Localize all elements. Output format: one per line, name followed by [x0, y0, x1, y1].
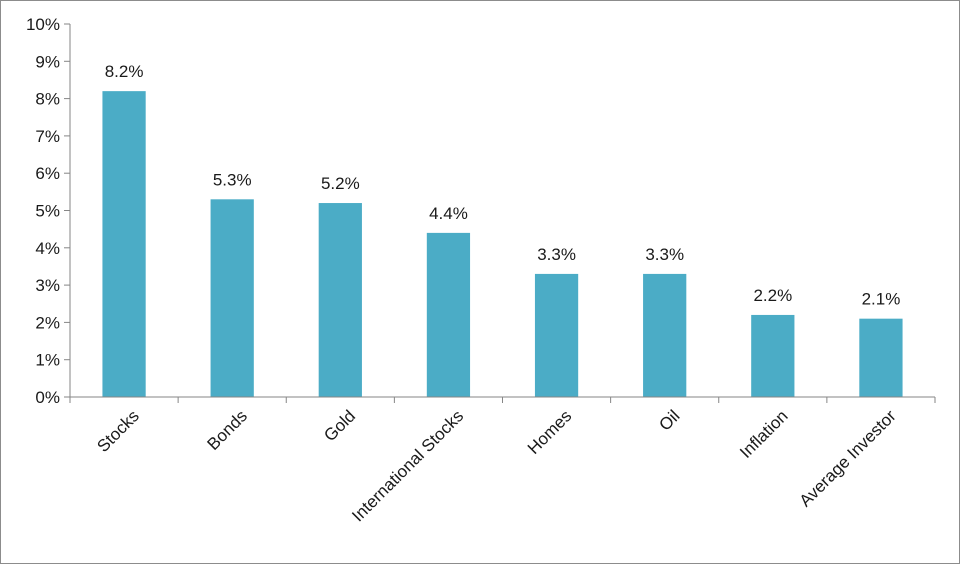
- y-tick-label: 7%: [35, 127, 60, 146]
- category-label: International Stocks: [348, 406, 467, 525]
- y-tick-label: 1%: [35, 351, 60, 370]
- bar-gold: [318, 203, 362, 397]
- bar-international-stocks: [426, 232, 471, 397]
- y-tick-label: 3%: [35, 276, 60, 295]
- y-tick-label: 5%: [35, 202, 60, 221]
- bar-bonds: [210, 199, 254, 397]
- bars: [102, 91, 903, 397]
- data-label: 4.4%: [429, 204, 468, 223]
- y-tick-label: 0%: [35, 388, 60, 407]
- bar-homes: [534, 273, 579, 397]
- y-tick-label: 6%: [35, 164, 60, 183]
- data-label: 8.2%: [105, 62, 144, 81]
- data-labels: 8.2% 5.3% 5.2% 4.4% 3.3% 3.3% 2.2% 2.1%: [105, 62, 901, 309]
- category-label: Bonds: [203, 406, 251, 454]
- y-axis: 0% 1% 2% 3% 4% 5% 6% 7% 8% 9% 10%: [26, 15, 71, 407]
- data-label: 3.3%: [537, 245, 576, 264]
- y-tick-label: 8%: [35, 90, 60, 109]
- category-label: Inflation: [736, 406, 792, 462]
- data-label: 3.3%: [645, 245, 684, 264]
- y-tick-label: 4%: [35, 239, 60, 258]
- category-label: Average Investor: [796, 406, 900, 510]
- category-label: Oil: [655, 406, 683, 434]
- data-label: 5.2%: [321, 174, 360, 193]
- data-label: 5.3%: [213, 170, 252, 189]
- y-tick-label: 2%: [35, 313, 60, 332]
- category-label: Stocks: [93, 406, 143, 456]
- y-tick-label: 10%: [26, 15, 60, 34]
- data-label: 2.2%: [753, 286, 792, 305]
- bar-stocks: [102, 91, 146, 397]
- bar-oil: [643, 273, 687, 397]
- bar-average-investor: [859, 318, 903, 397]
- bar-inflation: [751, 314, 795, 397]
- y-tick-label: 9%: [35, 52, 60, 71]
- category-label: Gold: [320, 406, 359, 445]
- category-label: Homes: [524, 406, 576, 458]
- data-label: 2.1%: [862, 290, 901, 309]
